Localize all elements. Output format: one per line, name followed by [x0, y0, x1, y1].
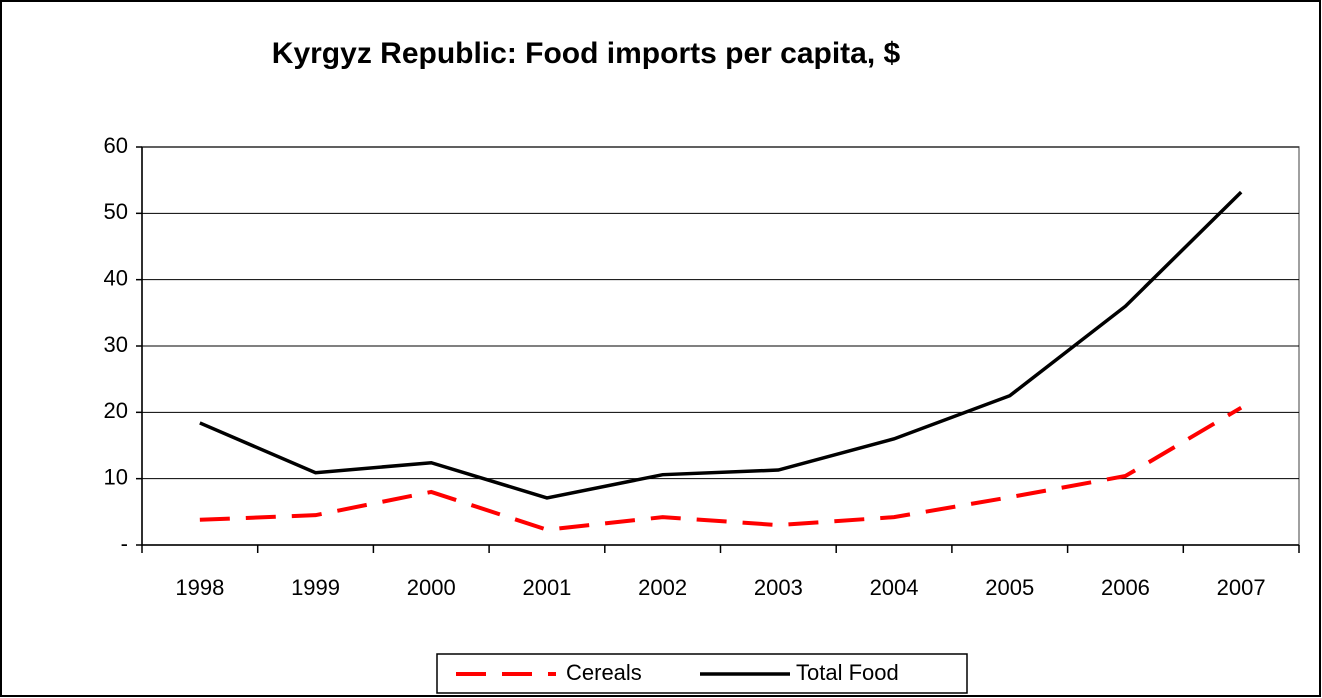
- x-tick-label: 2001: [522, 575, 571, 600]
- chart-title: Kyrgyz Republic: Food imports per capita…: [272, 37, 901, 70]
- x-tick-label: 2005: [985, 575, 1034, 600]
- y-tick-label: -: [121, 531, 128, 556]
- legend-label: Total Food: [796, 660, 899, 685]
- x-tick-label: 2000: [407, 575, 456, 600]
- line-series: [199, 190, 1243, 500]
- legend-label: Cereals: [566, 660, 642, 685]
- y-tick-label: 40: [104, 265, 128, 290]
- x-tick-label: 1999: [291, 575, 340, 600]
- y-tick-label: 60: [104, 133, 128, 158]
- y-tick-label: 10: [104, 464, 128, 489]
- y-tick-label: 20: [104, 398, 128, 423]
- x-tick-label: 1998: [175, 575, 224, 600]
- line-series: [199, 405, 1243, 532]
- y-tick-label: 50: [104, 199, 128, 224]
- x-tick-label: 2003: [754, 575, 803, 600]
- y-tick-label: 30: [104, 332, 128, 357]
- x-tick-label: 2004: [870, 575, 919, 600]
- x-tick-label: 2007: [1217, 575, 1266, 600]
- x-tick-label: 2006: [1101, 575, 1150, 600]
- x-tick-label: 2002: [638, 575, 687, 600]
